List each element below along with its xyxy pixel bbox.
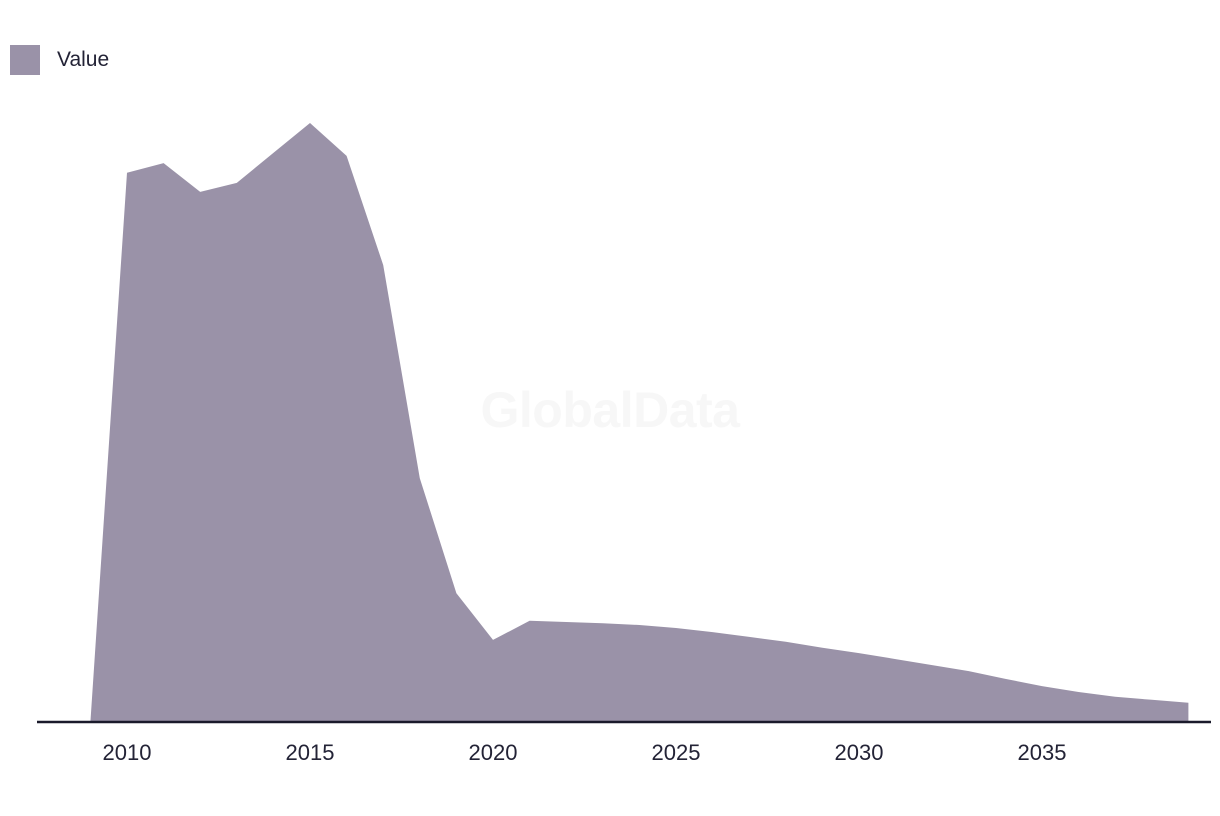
x-tick-label: 2025	[652, 740, 701, 765]
legend-swatch-icon	[10, 45, 40, 75]
x-tick-label: 2015	[286, 740, 335, 765]
watermark-text: GlobalData	[481, 382, 742, 438]
x-tick-label: 2030	[835, 740, 884, 765]
x-axis-tick-labels: 2010 2015 2020 2025 2030 2035	[103, 740, 1067, 765]
x-tick-label: 2020	[469, 740, 518, 765]
legend-label: Value	[57, 48, 110, 71]
area-series-value[interactable]	[90, 123, 1189, 722]
legend-item-value[interactable]: Value	[10, 45, 109, 75]
x-tick-label: 2035	[1018, 740, 1067, 765]
x-tick-label: 2010	[103, 740, 152, 765]
